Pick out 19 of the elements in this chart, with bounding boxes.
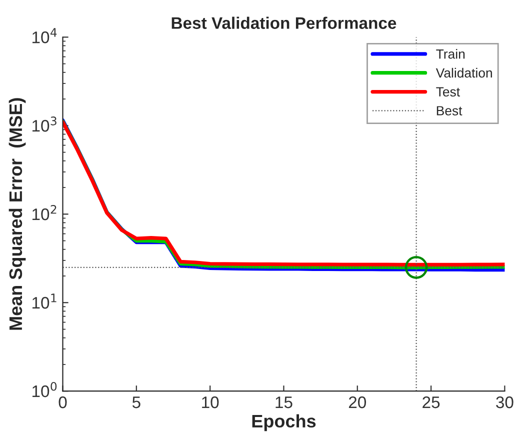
x-tick-label: 5 bbox=[132, 396, 140, 408]
y-tick-label: 10$^{2}$ bbox=[32, 205, 56, 220]
y-tick-label: 10$^{4}$ bbox=[32, 28, 57, 44]
legend-label: Train bbox=[436, 49, 465, 59]
legend-label: Validation bbox=[436, 68, 492, 78]
ref-line-label: Best bbox=[436, 106, 462, 116]
x-tick-label: 10 bbox=[202, 396, 219, 408]
x-axis-title: Epochs bbox=[252, 414, 316, 432]
chart-title: Best Validation Performance bbox=[172, 16, 396, 29]
x-tick-label: 30 bbox=[496, 396, 514, 408]
x-tick-label: 0 bbox=[58, 396, 67, 408]
y-tick-label: 10$^{0}$ bbox=[32, 382, 57, 398]
x-tick-label: 20 bbox=[348, 396, 366, 408]
y-tick-label: 10$^{3}$ bbox=[32, 116, 56, 132]
x-tick-label: 15 bbox=[276, 396, 292, 408]
y-tick-label: 10$^{1}$ bbox=[32, 294, 56, 309]
legend-label: Test bbox=[436, 87, 460, 97]
x-tick-label: 25 bbox=[422, 396, 440, 408]
y-axis-title: Mean Squared Error (MSE) bbox=[8, 98, 26, 330]
